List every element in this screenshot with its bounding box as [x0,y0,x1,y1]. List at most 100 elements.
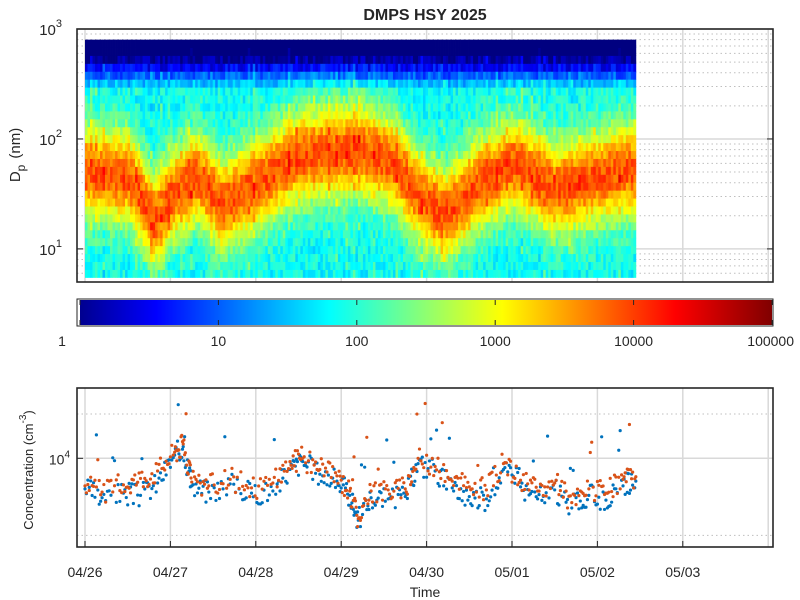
heatmap-cell [165,237,169,247]
heatmap-cell [125,237,128,247]
heatmap-cell [130,253,133,262]
heatmap-cell [340,47,344,56]
heatmap-cell [210,261,214,270]
heatmap-cell [300,253,304,262]
heatmap-cell [275,95,279,104]
heatmap-cell [237,79,241,88]
heatmap-cell [187,118,191,128]
heatmap-cell [385,150,389,159]
heatmap-cell [428,253,431,262]
heatmap-cell [112,110,116,120]
heatmap-cell [410,63,414,72]
heatmap-cell [102,39,106,48]
heatmap-cell [137,245,141,255]
heatmap-cell [135,47,138,56]
heatmap-cell [370,118,374,128]
heatmap-cell [345,166,349,175]
heatmap-cell [110,237,113,247]
heatmap-cell [340,229,344,239]
heatmap-cell [337,110,341,120]
heatmap-cell [282,39,286,48]
heatmap-cell [470,79,474,88]
heatmap-cell [410,269,414,278]
heatmap-cell [320,253,324,262]
heatmap-cell [465,190,469,199]
heatmap-cell [107,214,111,223]
heatmap-cell [455,39,459,48]
heatmap-cell [390,166,394,175]
heatmap-cell [370,166,374,175]
heatmap-cell [387,245,391,255]
heatmap-cell [302,221,306,231]
heatmap-cell [135,158,138,167]
heatmap-cell [192,190,196,199]
heatmap-cell [170,158,174,167]
heatmap-cell [380,63,384,72]
heatmap-cell [187,39,191,48]
heatmap-cell [230,261,234,270]
heatmap-cell [150,150,153,159]
heatmap-cell [160,253,164,262]
heatmap-cell [280,87,284,96]
heatmap-cell [147,166,151,175]
heatmap-cell [102,103,106,112]
heatmap-cell [170,221,174,231]
heatmap-cell [495,110,499,120]
heatmap-cell [260,190,264,199]
heatmap-cell [275,39,279,48]
heatmap-cell [362,229,366,239]
heatmap-cell [292,103,296,112]
heatmap-cell [475,103,479,112]
heatmap-cell [465,63,469,72]
heatmap-cell [242,174,246,183]
heatmap-cell [232,214,236,223]
heatmap-cell [473,182,476,191]
heatmap-cell [423,198,426,207]
heatmap-cell [463,229,466,239]
heatmap-cell [185,166,189,175]
heatmap-cell [185,126,189,136]
heatmap-cell [265,269,269,278]
heatmap-cell [85,174,88,183]
heatmap-cell [292,95,296,104]
heatmap-cell [433,110,436,120]
heatmap-cell [170,166,174,175]
heatmap-cell [307,118,311,128]
heatmap-cell [340,253,344,262]
heatmap-cell [483,229,486,239]
heatmap-cell [197,237,201,247]
heatmap-cell [222,206,226,215]
heatmap-cell [428,237,431,247]
heatmap-cell [402,158,406,167]
heatmap-cell [493,142,497,152]
heatmap-cell [235,150,239,159]
heatmap-cell [210,55,214,64]
heatmap-cell [100,237,103,247]
heatmap-cell [335,198,339,207]
heatmap-cell [327,198,331,207]
heatmap-cell [292,79,296,88]
heatmap-cell [365,110,369,120]
heatmap-cell [227,71,231,80]
heatmap-cell [142,134,146,144]
heatmap-cell [488,55,492,64]
heatmap-cell [130,79,133,88]
heatmap-cell [460,95,464,104]
heatmap-cell [272,174,276,183]
heatmap-cell [222,118,226,128]
heatmap-cell [465,206,469,215]
heatmap-cell [137,269,141,278]
heatmap-cell [342,79,346,88]
heatmap-cell [465,118,469,128]
heatmap-cell [202,158,206,167]
heatmap-cell [207,71,211,80]
heatmap-cell [160,174,164,183]
heatmap-cell [337,221,341,231]
heatmap-cell [347,182,351,191]
heatmap-cell [227,103,231,112]
heatmap-cell [370,134,374,144]
heatmap-cell [310,237,314,247]
heatmap-cell [370,206,374,215]
heatmap-cell [225,142,229,152]
heatmap-cell [160,55,164,64]
